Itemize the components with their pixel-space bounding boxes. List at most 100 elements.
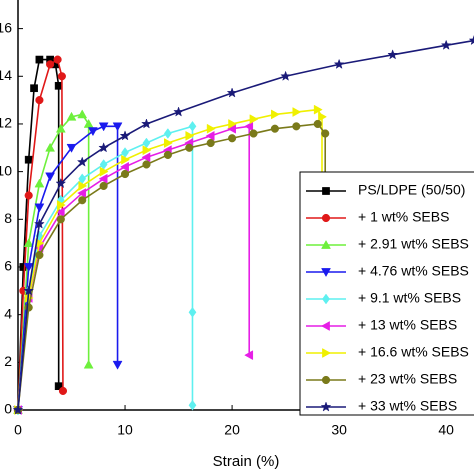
- legend-marker: [321, 375, 331, 385]
- data-point: [77, 109, 88, 119]
- legend-marker: [321, 239, 331, 249]
- data-point: [23, 263, 34, 272]
- y-tick-label: 16: [0, 19, 12, 35]
- data-point: [228, 134, 237, 143]
- data-point: [99, 181, 108, 191]
- legend-box: [299, 171, 474, 416]
- data-point: [141, 152, 151, 163]
- legend-marker: [320, 321, 330, 331]
- data-point: [24, 191, 33, 200]
- data-point: [280, 70, 292, 81]
- data-point: [206, 138, 215, 148]
- data-point: [33, 218, 45, 229]
- data-point: [321, 129, 330, 138]
- legend-marker: [322, 348, 332, 358]
- data-point: [34, 203, 45, 213]
- data-point: [163, 128, 172, 139]
- data-point: [226, 87, 238, 98]
- data-point: [78, 181, 88, 191]
- data-point: [244, 350, 254, 361]
- x-tick-label: 0: [14, 422, 22, 438]
- data-point: [83, 359, 94, 369]
- data-point: [34, 178, 45, 188]
- x-axis-label: Strain (%): [213, 453, 280, 470]
- data-point: [35, 96, 44, 105]
- data-point: [292, 122, 301, 131]
- legend-label: + 33 wt% SEBS: [358, 398, 457, 414]
- data-point: [76, 156, 88, 167]
- data-point: [77, 188, 87, 199]
- series-line: [17, 125, 251, 411]
- data-point: [53, 55, 62, 64]
- data-point: [164, 138, 173, 148]
- data-point: [66, 111, 77, 121]
- legend-label: + 4.76 wt% SEBS: [358, 263, 469, 279]
- data-point: [249, 114, 259, 125]
- data-point: [78, 196, 87, 205]
- data-point: [57, 72, 66, 81]
- data-point: [188, 399, 197, 411]
- data-point: [142, 145, 152, 156]
- y-tick-label: 2: [4, 353, 12, 369]
- data-point: [141, 118, 152, 129]
- data-point: [55, 123, 66, 133]
- x-tick-label: 20: [224, 422, 240, 438]
- y-tick-label: 12: [0, 115, 12, 131]
- data-point: [185, 130, 195, 141]
- data-point: [35, 55, 44, 64]
- data-point: [387, 49, 399, 60]
- data-point: [188, 306, 197, 318]
- legend-label: + 2.91 wt% SEBS: [358, 236, 469, 252]
- data-point: [173, 106, 184, 117]
- x-tick-label: 40: [438, 422, 454, 438]
- data-point: [142, 160, 151, 169]
- data-point: [292, 107, 302, 117]
- data-point: [120, 161, 129, 172]
- data-point: [66, 143, 77, 153]
- data-point: [185, 143, 194, 152]
- data-point: [23, 285, 35, 296]
- legend-label: + 16.6 wt% SEBS: [358, 344, 469, 360]
- data-point: [12, 404, 24, 415]
- data-point: [249, 129, 258, 138]
- data-point: [188, 120, 197, 132]
- data-point: [98, 142, 110, 153]
- x-tick-label: 30: [331, 422, 347, 438]
- legend-label: + 1 wt% SEBS: [358, 209, 449, 225]
- data-point: [58, 386, 68, 396]
- data-point: [313, 119, 322, 129]
- data-point: [163, 150, 172, 160]
- data-point: [24, 155, 33, 164]
- data-point: [55, 177, 67, 189]
- data-point: [244, 121, 254, 132]
- legend-marker: [321, 268, 331, 278]
- data-point: [88, 127, 98, 137]
- data-point: [56, 200, 66, 210]
- y-tick-label: 10: [0, 162, 12, 178]
- data-point: [205, 130, 215, 141]
- legend-label: + 23 wt% SEBS: [358, 371, 457, 387]
- y-tick-label: 14: [0, 67, 12, 83]
- data-point: [468, 34, 474, 46]
- data-point: [119, 130, 131, 141]
- data-point: [99, 166, 109, 177]
- data-point: [35, 250, 44, 260]
- x-tick-label: 10: [117, 422, 133, 438]
- data-point: [120, 169, 130, 179]
- data-point: [228, 119, 238, 129]
- data-point: [112, 360, 123, 370]
- data-point: [98, 122, 109, 132]
- data-point: [23, 238, 34, 247]
- y-tick-label: 6: [4, 258, 12, 274]
- data-point: [271, 109, 280, 120]
- data-point: [333, 58, 345, 69]
- data-point: [56, 215, 65, 224]
- y-tick-label: 4: [4, 305, 12, 321]
- legend-label: + 9.1 wt% SEBS: [358, 290, 461, 306]
- data-point: [30, 84, 38, 93]
- legend-marker: [322, 187, 330, 195]
- data-point: [46, 60, 55, 69]
- data-point: [24, 303, 33, 312]
- data-point: [112, 122, 123, 132]
